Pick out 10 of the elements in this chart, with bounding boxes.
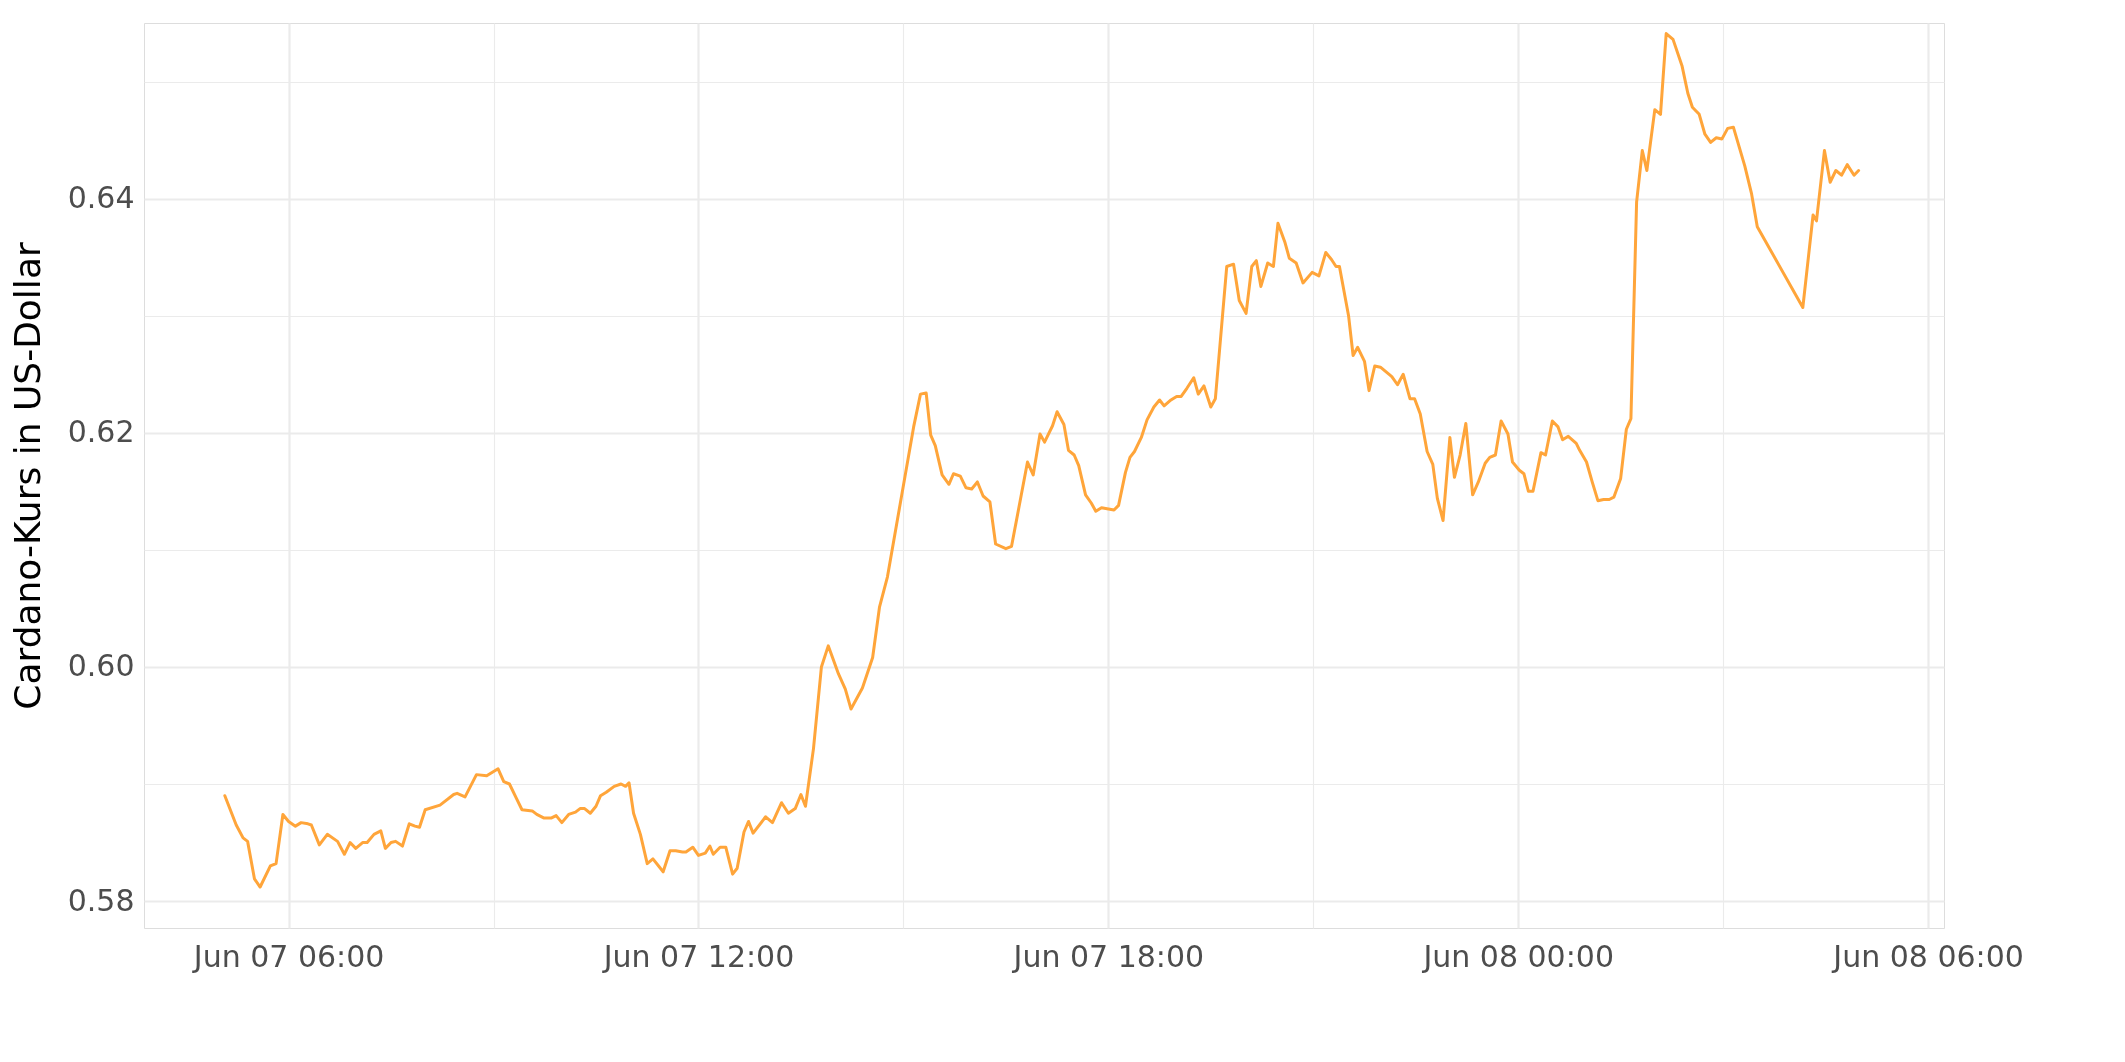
x-tick-label: Jun 07 06:00 — [191, 938, 385, 974]
x-tick-label: Jun 07 18:00 — [1011, 938, 1205, 974]
y-tick-label: 0.58 — [67, 882, 135, 918]
y-tick-label: 0.64 — [67, 180, 135, 216]
y-axis-title: Cardano-Kurs in US-Dollar — [6, 242, 48, 710]
y-tick-label: 0.62 — [67, 414, 135, 450]
x-tick-label: Jun 08 00:00 — [1421, 938, 1614, 974]
x-tick-label: Jun 08 06:00 — [1831, 938, 2024, 974]
y-tick-label: 0.60 — [67, 648, 135, 684]
x-tick-label: Jun 07 12:00 — [601, 938, 795, 974]
